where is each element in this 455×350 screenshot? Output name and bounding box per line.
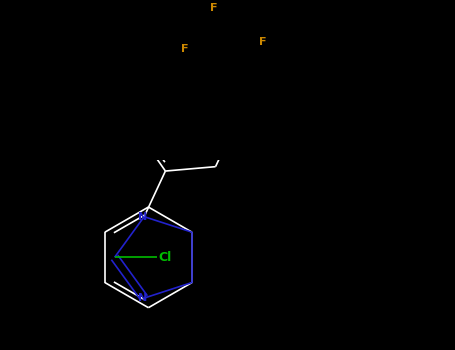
Text: N: N [138,293,147,303]
Text: F: F [210,3,217,13]
Text: Cl: Cl [158,251,171,264]
Text: N: N [138,212,147,222]
Text: F: F [259,37,267,47]
Text: F: F [181,44,189,54]
